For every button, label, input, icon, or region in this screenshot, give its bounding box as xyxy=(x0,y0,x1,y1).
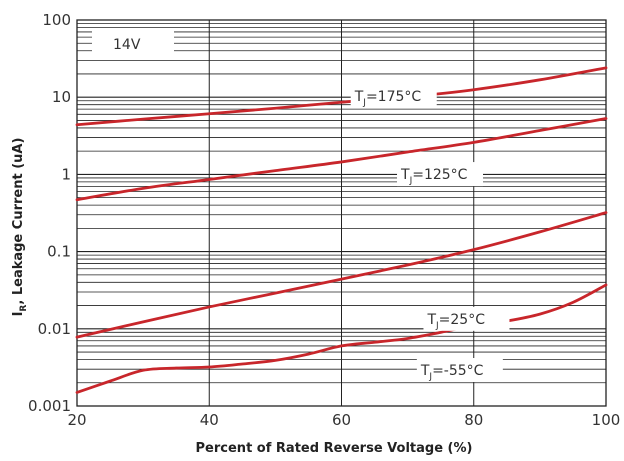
series-label-2: TJ=125°C xyxy=(397,162,484,187)
series-label-text: TJ=-55°C xyxy=(420,363,484,382)
grid xyxy=(77,20,606,406)
x-tick-label: 100 xyxy=(592,411,621,429)
x-tick-label: 40 xyxy=(200,411,219,429)
series-line-1 xyxy=(75,66,608,127)
series-labels: TJ=175°C TJ=125°C TJ=25°C TJ=-55°C xyxy=(350,84,510,383)
series-label-bg xyxy=(397,162,484,187)
x-tick-label: 80 xyxy=(464,411,483,429)
x-tick-label: 60 xyxy=(332,411,351,429)
series-label-text: TJ=125°C xyxy=(400,167,468,186)
y-tick-labels: 0.001 0.01 0.1 1 10 100 xyxy=(28,11,71,415)
series-label-4: TJ=-55°C xyxy=(416,358,503,383)
series-label-bg xyxy=(416,358,503,383)
y-axis-title-rest: , Leakage Current (uA) xyxy=(11,138,26,305)
series-label-3: TJ=25°C xyxy=(423,306,510,331)
series-line-3 xyxy=(75,211,608,339)
y-axis-title-sub: R xyxy=(19,305,29,312)
series-lines xyxy=(75,66,608,394)
series-line-2 xyxy=(75,117,608,202)
series-label-bg xyxy=(350,84,437,109)
y-tick-label: 10 xyxy=(52,88,71,106)
y-axis-title-main: I xyxy=(11,312,26,317)
y-tick-label: 100 xyxy=(42,11,71,29)
y-tick-label: 1 xyxy=(61,165,71,183)
y-axis-title: IR, Leakage Current (uA) xyxy=(11,138,29,317)
condition-label-text: 14V xyxy=(113,37,141,53)
series-label-1: TJ=175°C xyxy=(350,84,437,109)
condition-label: 14V xyxy=(92,29,174,58)
x-tick-labels: 20 40 60 80 100 xyxy=(67,411,620,429)
y-tick-label: 0.01 xyxy=(38,320,71,338)
y-tick-label: 0.001 xyxy=(28,397,71,415)
x-tick-label: 20 xyxy=(67,411,86,429)
x-axis-title: Percent of Rated Reverse Voltage (%) xyxy=(196,441,473,456)
series-line-4 xyxy=(75,283,608,394)
y-tick-label: 0.1 xyxy=(47,243,71,261)
series-label-bg xyxy=(423,306,510,331)
series-label-text: TJ=175°C xyxy=(354,89,422,108)
series-label-text: TJ=25°C xyxy=(426,312,485,331)
